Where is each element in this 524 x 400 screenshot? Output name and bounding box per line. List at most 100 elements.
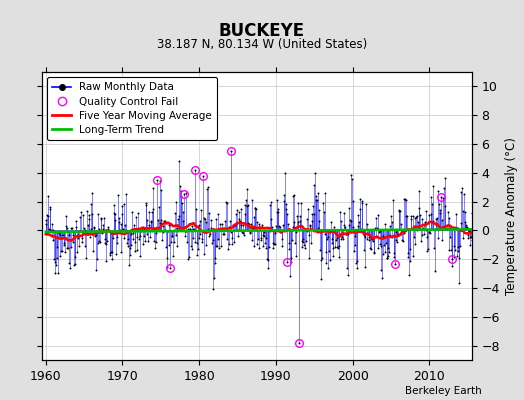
Point [399,237,407,244]
Point [185,254,193,260]
Point [270,230,279,236]
Point [125,262,133,268]
Point [342,231,350,237]
Point [243,202,252,209]
Point [120,235,128,241]
Point [282,201,290,207]
Point [154,225,162,231]
Point [101,240,110,246]
Point [100,215,108,221]
Point [230,239,238,245]
Point [309,203,317,209]
Point [207,216,215,223]
Point [386,222,394,229]
Point [139,240,147,247]
Point [383,255,391,262]
Point [310,182,319,188]
Point [406,246,414,252]
Point [439,226,447,232]
Point [159,229,168,235]
Point [396,208,404,214]
Point [372,214,380,221]
Point [350,248,358,254]
Point [198,239,206,245]
Point [242,197,250,203]
Point [435,201,443,207]
Point [147,218,156,224]
Point [59,240,68,246]
Text: BUCKEYE: BUCKEYE [219,22,305,40]
Point [92,266,101,273]
Point [346,217,354,224]
Point [332,237,340,244]
Point [419,225,427,231]
Point [433,235,442,241]
Point [443,225,452,231]
Point [446,234,455,240]
Point [445,215,453,222]
Point [166,221,174,227]
Point [464,231,472,238]
Point [329,245,337,251]
Point [278,242,286,249]
Point [345,204,353,211]
Point [354,223,362,229]
Point [301,244,310,251]
Point [196,218,205,224]
Point [351,233,359,240]
Point [358,200,366,206]
Point [60,241,69,248]
Point [80,224,89,231]
Point [348,198,357,205]
Point [293,200,302,206]
Point [312,192,320,199]
Point [182,190,191,196]
Point [112,251,121,257]
Point [345,222,354,228]
Point [414,188,423,194]
Point [146,218,155,225]
Point [313,197,321,203]
Point [186,226,194,232]
Point [366,235,375,242]
Point [132,214,140,221]
Point [444,208,452,215]
Point [71,254,79,260]
Point [146,234,154,240]
Point [105,252,114,258]
Point [289,192,298,199]
Point [464,234,473,241]
Point [236,217,244,224]
Point [81,243,90,249]
Point [342,230,351,237]
Point [233,227,242,233]
Point [122,190,130,197]
Point [83,208,92,215]
Point [134,225,142,231]
Point [326,229,334,235]
Point [225,224,234,230]
Point [415,205,423,211]
Point [102,241,110,248]
Point [53,254,61,261]
Point [425,212,433,219]
Point [104,224,113,230]
Point [304,206,312,212]
Point [70,260,79,267]
Point [79,212,88,218]
Point [458,185,466,192]
Point [361,234,369,241]
Point [428,201,436,207]
Point [337,231,346,238]
Point [423,248,432,254]
Point [269,240,278,246]
Point [378,275,386,282]
Point [325,257,334,263]
Point [391,260,399,267]
Point [145,208,154,215]
Point [66,265,74,271]
Point [444,246,453,253]
Point [75,228,84,234]
Point [165,242,173,248]
Point [460,191,468,198]
